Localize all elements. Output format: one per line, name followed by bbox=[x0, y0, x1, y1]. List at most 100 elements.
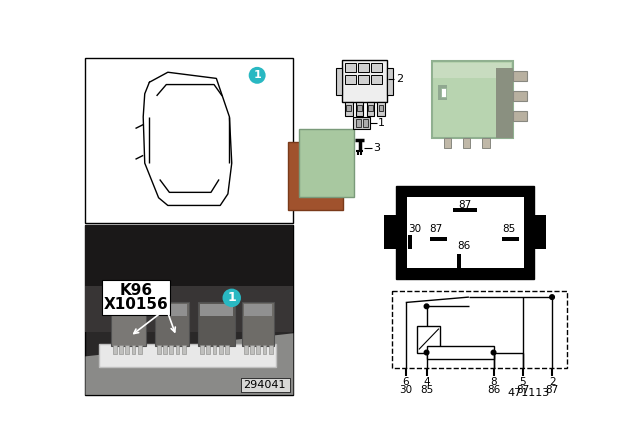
Text: 1: 1 bbox=[227, 291, 236, 304]
Text: 86: 86 bbox=[458, 241, 470, 251]
Bar bbox=[182, 345, 186, 354]
Bar bbox=[269, 345, 273, 354]
Bar bbox=[102, 280, 170, 315]
Text: 87: 87 bbox=[516, 385, 529, 395]
Bar bbox=[257, 345, 260, 354]
Text: 4: 4 bbox=[423, 377, 430, 387]
Circle shape bbox=[424, 304, 429, 309]
Bar bbox=[368, 104, 372, 111]
Text: 2: 2 bbox=[396, 74, 403, 84]
Text: 87: 87 bbox=[458, 200, 472, 210]
Bar bbox=[250, 345, 254, 354]
Bar bbox=[288, 142, 344, 210]
Bar bbox=[342, 60, 387, 102]
Bar bbox=[406, 197, 524, 268]
Bar bbox=[396, 186, 534, 279]
Bar bbox=[417, 326, 440, 353]
Bar bbox=[345, 74, 356, 84]
Bar bbox=[86, 286, 293, 332]
Bar bbox=[444, 138, 451, 148]
Bar bbox=[496, 68, 513, 138]
Bar bbox=[125, 345, 129, 354]
Bar bbox=[200, 304, 232, 315]
Bar bbox=[513, 111, 527, 121]
Text: 30: 30 bbox=[399, 385, 412, 395]
Bar bbox=[155, 302, 189, 346]
Text: 85: 85 bbox=[420, 385, 433, 395]
Bar bbox=[346, 104, 351, 111]
Bar bbox=[113, 304, 143, 315]
Text: 5: 5 bbox=[520, 377, 526, 387]
Bar bbox=[358, 74, 369, 84]
Bar bbox=[86, 58, 293, 223]
Bar bbox=[244, 304, 272, 315]
Circle shape bbox=[492, 350, 496, 355]
Bar bbox=[99, 344, 276, 367]
Bar bbox=[113, 345, 117, 354]
Circle shape bbox=[249, 67, 266, 84]
Text: 6: 6 bbox=[403, 377, 409, 387]
Bar bbox=[427, 346, 493, 359]
Bar bbox=[371, 74, 382, 84]
Circle shape bbox=[223, 289, 241, 307]
Text: X10156: X10156 bbox=[104, 297, 169, 312]
Bar bbox=[363, 119, 368, 127]
Bar bbox=[356, 102, 364, 116]
Bar bbox=[534, 215, 546, 250]
Bar bbox=[371, 63, 382, 72]
Text: 3: 3 bbox=[373, 143, 380, 153]
Bar bbox=[378, 102, 385, 116]
Polygon shape bbox=[86, 333, 293, 395]
Bar bbox=[200, 345, 204, 354]
Bar bbox=[452, 208, 477, 211]
Text: K96: K96 bbox=[120, 284, 153, 298]
Text: 294041: 294041 bbox=[244, 380, 286, 390]
Bar bbox=[463, 138, 470, 148]
Text: 30: 30 bbox=[408, 224, 421, 234]
Bar bbox=[358, 63, 369, 72]
Bar bbox=[111, 302, 145, 346]
Bar bbox=[86, 225, 293, 395]
Bar bbox=[482, 138, 490, 148]
Text: 86: 86 bbox=[487, 385, 500, 395]
Bar bbox=[132, 345, 136, 354]
Bar bbox=[157, 304, 187, 315]
Bar bbox=[170, 345, 173, 354]
Bar bbox=[336, 68, 342, 95]
Bar bbox=[384, 215, 396, 250]
Bar bbox=[242, 302, 274, 346]
Circle shape bbox=[424, 350, 429, 355]
Text: 87: 87 bbox=[545, 385, 559, 395]
Bar bbox=[244, 345, 248, 354]
Bar bbox=[438, 85, 447, 100]
Bar bbox=[198, 302, 235, 346]
Bar bbox=[262, 345, 266, 354]
Bar bbox=[219, 345, 223, 354]
Bar bbox=[206, 345, 210, 354]
Bar bbox=[408, 236, 412, 250]
Bar bbox=[432, 61, 513, 138]
Bar bbox=[345, 63, 356, 72]
Bar bbox=[353, 117, 371, 129]
Text: 8: 8 bbox=[490, 377, 497, 387]
Bar bbox=[367, 102, 374, 116]
Text: 87: 87 bbox=[429, 224, 443, 234]
Bar bbox=[429, 237, 447, 241]
Text: 1: 1 bbox=[253, 70, 261, 80]
Circle shape bbox=[550, 295, 554, 299]
Text: 2: 2 bbox=[548, 377, 556, 387]
Bar bbox=[175, 345, 179, 354]
Bar bbox=[138, 345, 141, 354]
Bar bbox=[357, 104, 362, 111]
Bar bbox=[513, 71, 527, 81]
Bar bbox=[433, 63, 511, 78]
Text: 1: 1 bbox=[378, 118, 385, 128]
Bar bbox=[163, 345, 167, 354]
Bar bbox=[441, 88, 446, 97]
Bar bbox=[356, 119, 361, 127]
Bar bbox=[502, 237, 519, 241]
Bar bbox=[392, 291, 568, 368]
Bar bbox=[157, 345, 161, 354]
Bar bbox=[299, 129, 354, 197]
Text: 85: 85 bbox=[502, 224, 515, 234]
